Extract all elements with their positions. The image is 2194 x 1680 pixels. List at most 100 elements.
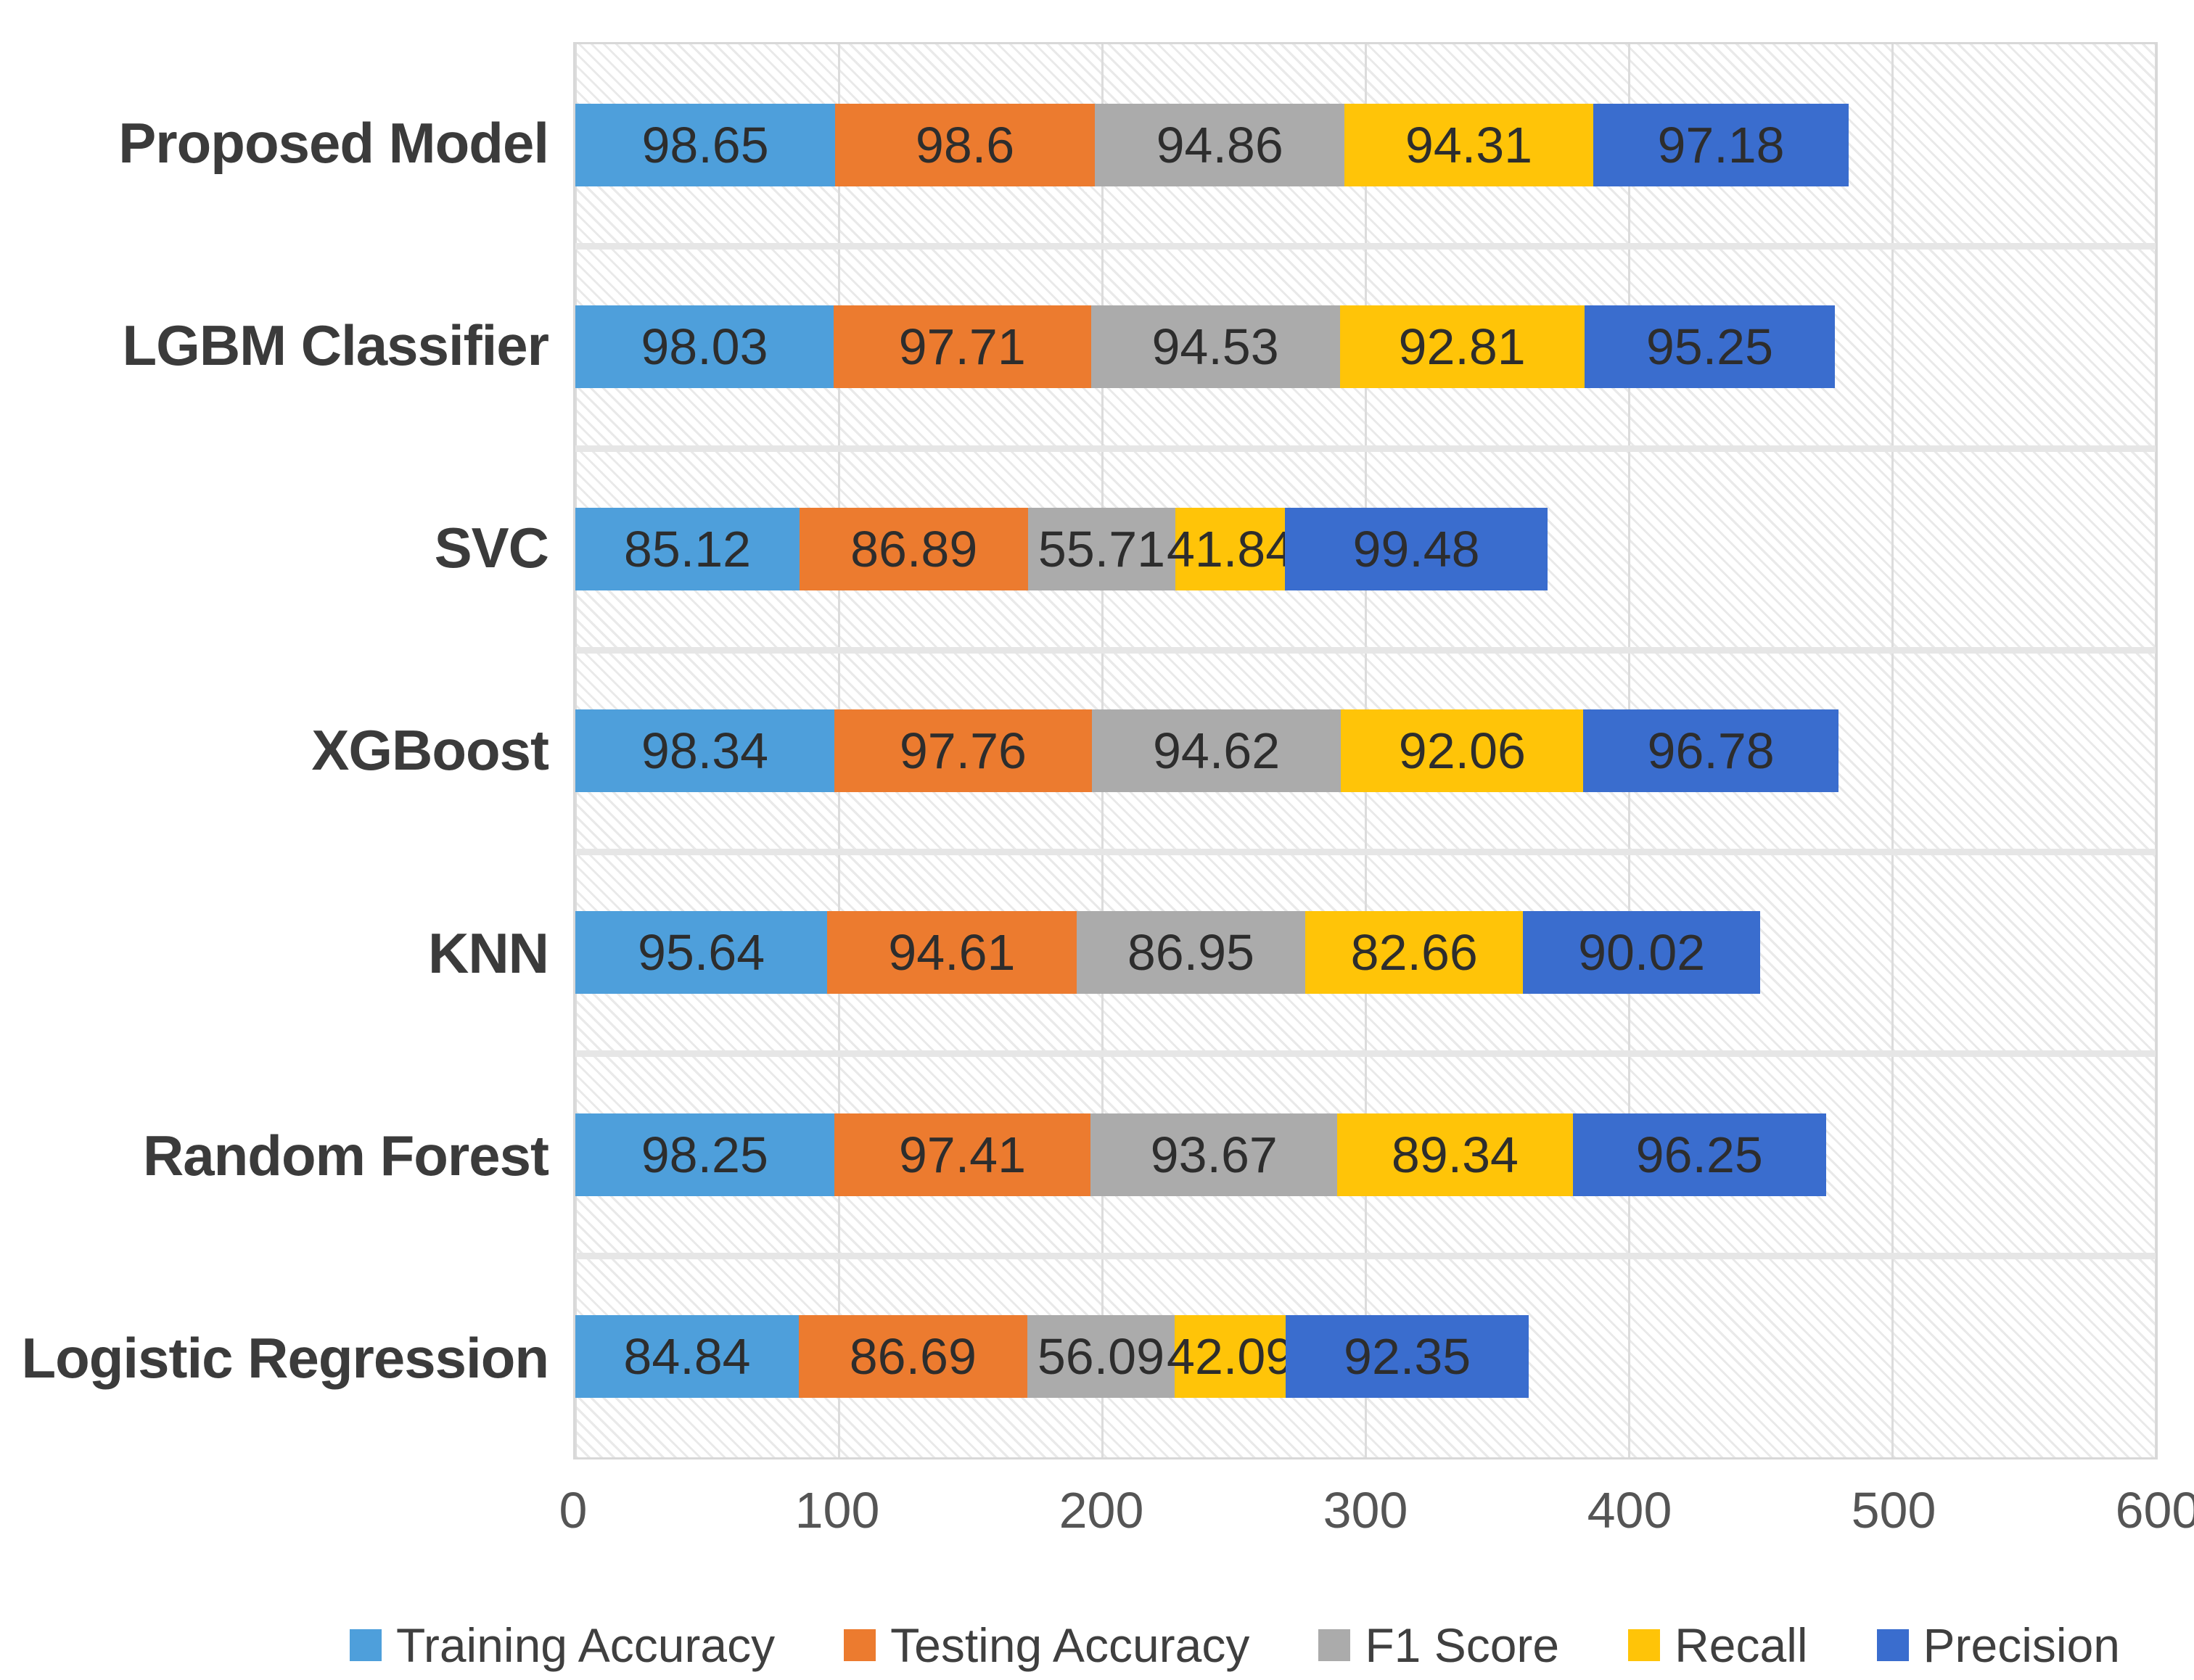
data-label: 86.69 (849, 1327, 977, 1385)
data-label: 92.35 (1344, 1327, 1471, 1385)
category-label: XGBoost (311, 718, 549, 783)
y-axis-labels: Proposed Model LGBM Classifier SVC XGBoost K… (0, 42, 550, 1459)
category-label: KNN (428, 921, 549, 985)
category-band: 98.03 97.71 94.53 92.81 95.25 (575, 246, 2156, 448)
data-label: 98.34 (641, 722, 769, 779)
bar-segment-precision: 96.25 (1572, 1113, 1826, 1196)
category-label: SVC (434, 516, 549, 580)
category-band: 85.12 86.89 55.71 41.84 99.48 (575, 448, 2156, 650)
data-label: 94.31 (1405, 117, 1533, 174)
stacked-bar: 85.12 86.89 55.71 41.84 99.48 (575, 507, 1548, 590)
legend-item-precision: Precision (1876, 1618, 2120, 1673)
data-label: 84.84 (623, 1327, 751, 1385)
bar-segment-recall: 42.09 (1167, 1314, 1294, 1398)
bar-segment-recall: 41.84 (1167, 507, 1294, 590)
data-label: 92.81 (1398, 318, 1526, 376)
x-tick-label: 400 (1587, 1482, 1672, 1539)
data-label: 98.65 (641, 117, 769, 174)
bar-segment-training-accuracy: 85.12 (575, 507, 800, 590)
legend-label: F1 Score (1365, 1618, 1560, 1672)
x-tick-label: 200 (1059, 1482, 1144, 1539)
bar-segment-recall: 92.06 (1341, 709, 1584, 792)
x-tick-label: 100 (794, 1482, 880, 1539)
legend-swatch-icon (1876, 1629, 1909, 1661)
data-label: 97.71 (898, 318, 1026, 376)
data-label: 42.09 (1167, 1327, 1294, 1385)
x-tick-label: 600 (2115, 1482, 2194, 1539)
bar-segment-testing-accuracy: 97.76 (834, 709, 1092, 792)
data-label: 95.25 (1646, 318, 1773, 376)
data-label: 89.34 (1391, 1126, 1519, 1183)
bar-segment-f1-score: 55.71 (1028, 507, 1175, 590)
legend-label: Recall (1675, 1618, 1808, 1672)
data-label: 99.48 (1352, 520, 1480, 577)
stacked-bar: 98.34 97.76 94.62 92.06 96.78 (575, 709, 1838, 792)
legend-swatch-icon (1628, 1629, 1661, 1661)
data-label: 85.12 (623, 520, 752, 577)
x-tick-label: 500 (1851, 1482, 1936, 1539)
legend-item-training-accuracy: Training Accuracy (350, 1618, 775, 1673)
category-label: LGBM Classifier (122, 313, 549, 378)
stacked-bar: 95.64 94.61 86.95 82.66 90.02 (575, 911, 1761, 995)
bar-segment-f1-score: 94.53 (1090, 305, 1340, 389)
legend: Training Accuracy Testing Accuracy F1 Scor… (276, 1616, 2194, 1674)
bar-segment-precision: 97.18 (1593, 104, 1849, 187)
bar-segment-testing-accuracy: 86.89 (799, 507, 1029, 590)
bar-segment-recall: 89.34 (1337, 1113, 1573, 1196)
category-band: 98.34 97.76 94.62 92.06 96.78 (575, 650, 2156, 852)
data-label: 98.25 (641, 1126, 768, 1183)
legend-item-testing-accuracy: Testing Accuracy (844, 1618, 1249, 1673)
data-label: 86.95 (1127, 924, 1254, 981)
bar-segment-f1-score: 86.95 (1076, 911, 1306, 995)
bar-segment-training-accuracy: 84.84 (575, 1314, 799, 1398)
legend-swatch-icon (350, 1629, 382, 1661)
plot-area: 98.65 98.6 94.86 94.31 97.18 98.03 97.71 94.53 9… (573, 42, 2158, 1459)
bar-segment-precision: 99.48 (1285, 507, 1548, 590)
data-label: 95.64 (638, 924, 765, 981)
data-label: 97.76 (899, 722, 1027, 779)
category-band: 84.84 86.69 56.09 42.09 92.35 (575, 1256, 2156, 1457)
bar-segment-training-accuracy: 95.64 (575, 911, 828, 995)
band-separator (575, 1252, 2156, 1259)
bar-segment-f1-score: 94.86 (1095, 104, 1345, 187)
bar-segment-precision: 96.78 (1583, 709, 1838, 792)
data-label: 82.66 (1350, 924, 1478, 981)
bar-segment-training-accuracy: 98.34 (575, 709, 834, 792)
bar-segment-testing-accuracy: 86.69 (798, 1314, 1027, 1398)
data-label: 93.67 (1150, 1126, 1278, 1183)
data-label: 90.02 (1578, 924, 1706, 981)
bar-segment-recall: 92.81 (1339, 305, 1585, 389)
data-label: 92.06 (1398, 722, 1526, 779)
bar-segment-testing-accuracy: 98.6 (835, 104, 1095, 187)
bars-layer: 98.65 98.6 94.86 94.31 97.18 98.03 97.71 94.53 9… (575, 44, 2156, 1457)
data-label: 94.53 (1151, 318, 1279, 376)
band-separator (575, 646, 2156, 654)
x-tick-label: 300 (1323, 1482, 1408, 1539)
data-label: 56.09 (1037, 1327, 1164, 1385)
data-label: 98.03 (641, 318, 768, 376)
bar-segment-precision: 95.25 (1584, 305, 1836, 389)
bar-segment-training-accuracy: 98.65 (575, 104, 836, 187)
bar-segment-f1-score: 94.62 (1091, 709, 1342, 792)
band-separator (575, 1050, 2156, 1058)
legend-label: Training Accuracy (396, 1618, 776, 1672)
data-label: 41.84 (1166, 520, 1294, 577)
category-label: Proposed Model (118, 111, 549, 176)
data-label: 96.25 (1635, 1126, 1763, 1183)
category-label: Random Forest (142, 1123, 549, 1187)
gridline (2155, 44, 2156, 1457)
data-label: 94.62 (1152, 722, 1281, 779)
bar-segment-precision: 90.02 (1523, 911, 1761, 995)
legend-swatch-icon (844, 1629, 876, 1661)
bar-segment-testing-accuracy: 94.61 (827, 911, 1077, 995)
data-label: 94.86 (1156, 117, 1283, 174)
data-label: 86.89 (850, 520, 978, 577)
data-label: 96.78 (1647, 722, 1775, 779)
data-label: 55.71 (1038, 520, 1166, 577)
gridline (1891, 44, 1894, 1457)
band-separator-layer (575, 44, 2156, 1457)
bar-segment-recall: 82.66 (1305, 911, 1524, 995)
data-label: 97.18 (1657, 117, 1785, 174)
data-label: 94.61 (888, 924, 1016, 981)
